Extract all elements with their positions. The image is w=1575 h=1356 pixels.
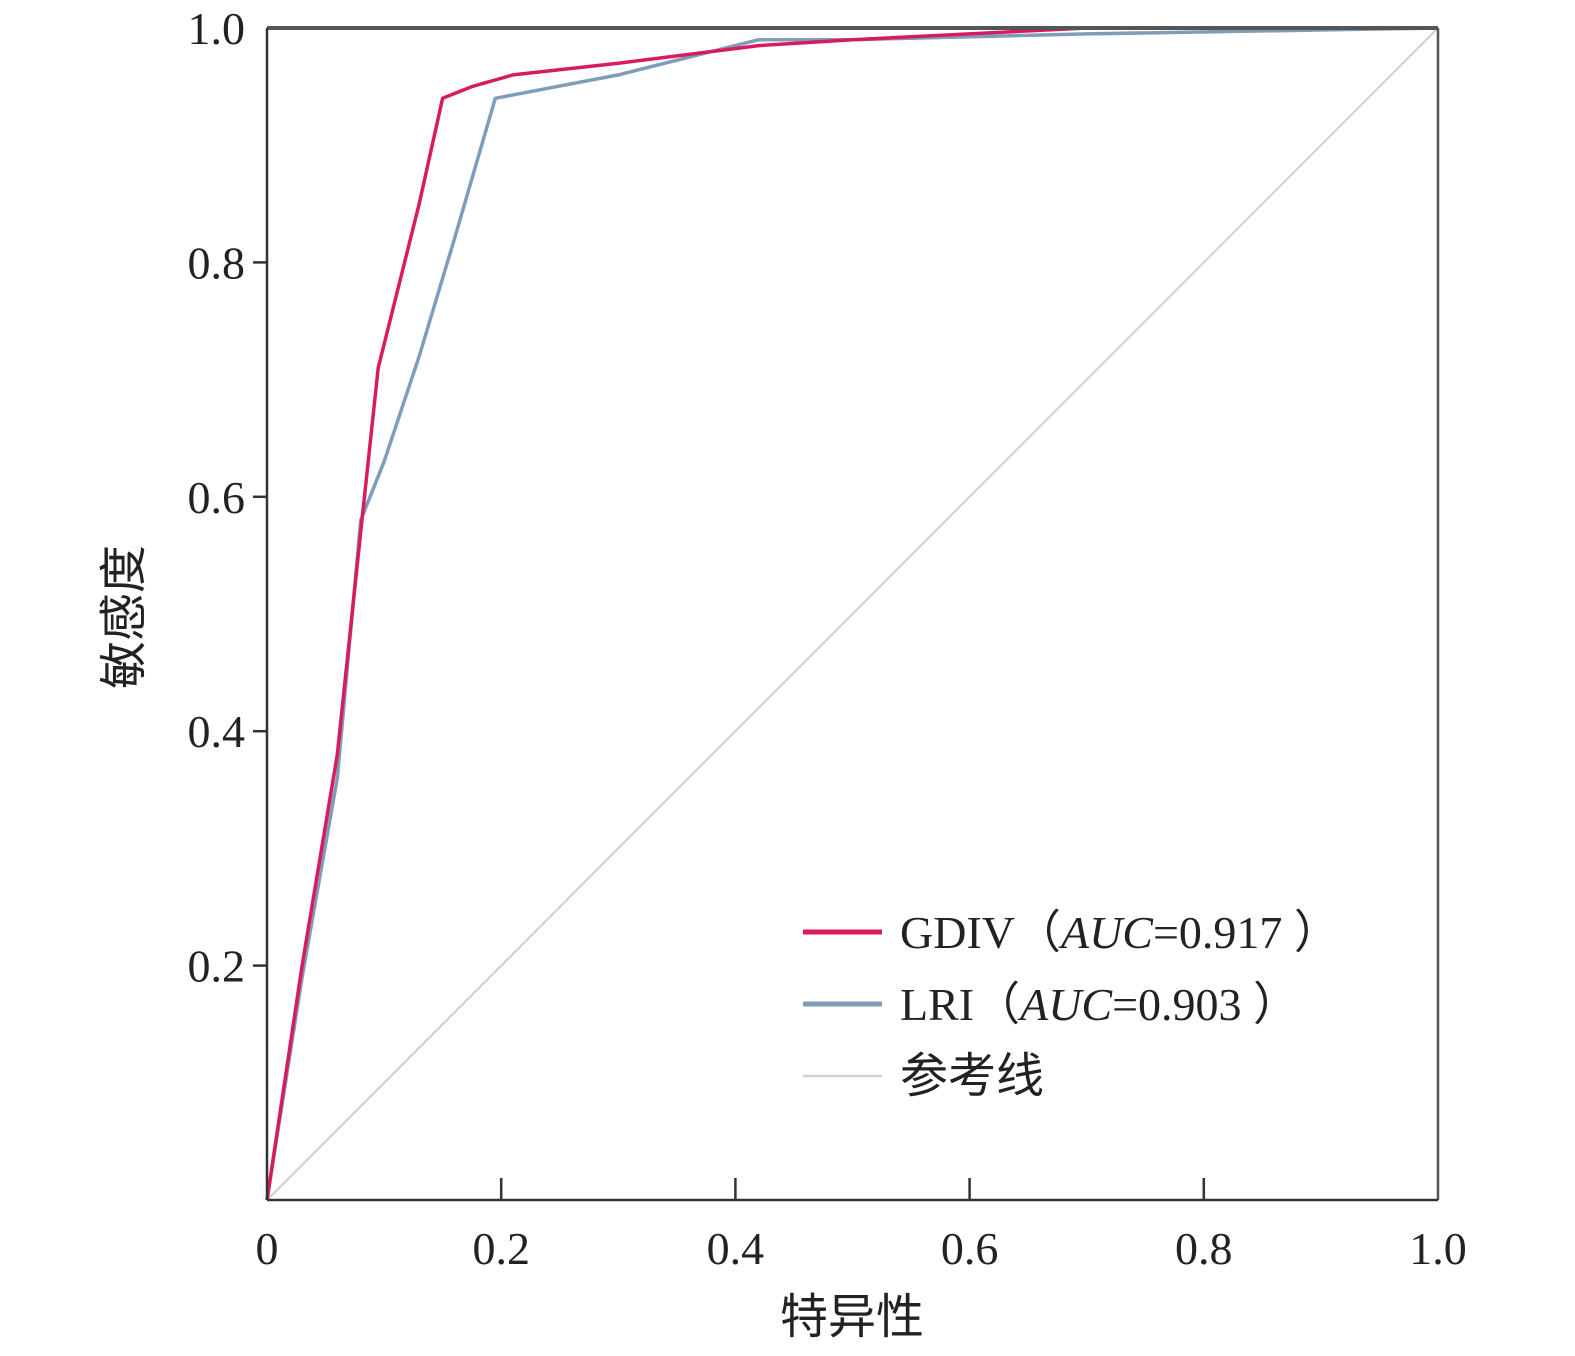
y-axis-ticks: 0.2 0.4 0.6 0.8 1.0 (188, 3, 267, 992)
x-axis-title: 特异性 (780, 1289, 924, 1345)
plot-frame (265, 26, 1440, 1202)
y-tick-label: 1.0 (188, 3, 246, 54)
y-tick-label: 0.4 (188, 706, 246, 757)
x-tick-label: 0 (256, 1223, 279, 1274)
series-line-3 (266, 27, 1439, 1201)
y-tick-label: 0.8 (188, 237, 246, 288)
y-axis-title: 敏感度 (96, 545, 152, 689)
x-tick-label: 0.6 (941, 1223, 999, 1274)
x-tick-label: 1.0 (1409, 1223, 1467, 1274)
y-tick-label: 0.6 (188, 472, 246, 523)
x-tick-label: 0.8 (1175, 1223, 1233, 1274)
x-tick-label: 0.4 (707, 1223, 765, 1274)
series-layer (265, 26, 1439, 1201)
x-tick-label: 0.2 (472, 1223, 530, 1274)
x-axis-ticks: 0 0.2 0.4 0.6 0.8 1.0 (256, 1178, 1467, 1274)
legend-label-2: LRI（AUC=0.903 ） (900, 979, 1299, 1030)
series-line-1 (265, 26, 1438, 1201)
legend-label-1: GDIV（AUC=0.917 ） (900, 907, 1340, 958)
legend: GDIV（AUC=0.917 ） LRI（AUC=0.903 ） 参考线 (803, 907, 1340, 1104)
y-tick-label: 0.2 (188, 941, 246, 992)
legend-label-3: 参考线 (900, 1048, 1044, 1104)
